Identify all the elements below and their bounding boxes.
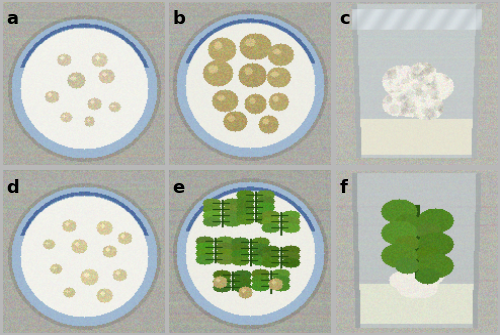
Text: c: c — [340, 10, 350, 28]
Text: f: f — [340, 179, 347, 197]
Text: d: d — [6, 179, 19, 197]
Text: b: b — [172, 10, 186, 28]
Text: a: a — [6, 10, 18, 28]
Text: e: e — [172, 179, 185, 197]
